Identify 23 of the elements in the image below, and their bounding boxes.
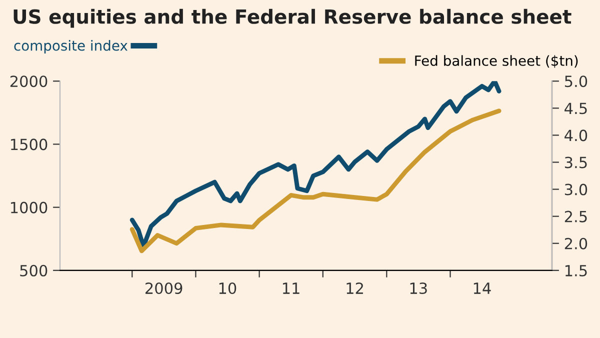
x-tick-label: 14 <box>474 282 491 294</box>
y2-tick-label: 4.5 <box>564 102 587 114</box>
y2-tick-label: 3.0 <box>564 184 588 196</box>
y2-tick-label: 2.0 <box>564 238 588 250</box>
x-tick-label: 12 <box>346 282 363 294</box>
x-tick-label: 11 <box>282 282 300 294</box>
y2-tick-label: 5.0 <box>564 76 588 88</box>
y-tick-label: 1500 <box>10 138 48 150</box>
x-tick-label: 13 <box>410 282 427 294</box>
y2-tick-label: 3.5 <box>564 156 587 168</box>
y2-tick-label: 2.5 <box>564 210 587 222</box>
chart-title: US equities and the Federal Reserve balance sheet <box>14 8 572 28</box>
text: composite index <box>14 40 128 54</box>
line-series <box>130 108 502 254</box>
x-tick-label: 2009 <box>146 282 182 294</box>
y2-tick-label: 4.0 <box>564 130 588 142</box>
x-tick-label: 10 <box>219 282 236 294</box>
line-series <box>130 81 502 249</box>
y-tick-label: 2000 <box>10 76 48 88</box>
y2-tick-label: 1.5 <box>565 265 587 276</box>
legend-label: Fed balance sheet ($tn) <box>415 55 578 68</box>
y-tick-label: 500 <box>20 264 48 276</box>
y-tick-label: 1000 <box>10 202 48 214</box>
